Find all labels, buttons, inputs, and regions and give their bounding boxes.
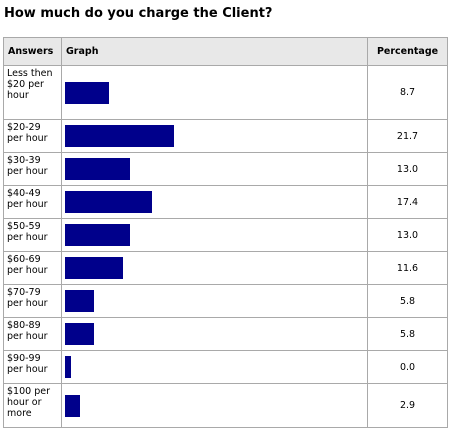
- table-row: $80-89 per hour 5.8: [3, 317, 448, 351]
- results-table: Answers Graph Percentage Less then $20 p…: [3, 37, 448, 428]
- table-row: $20-29 per hour 21.7: [3, 119, 448, 153]
- table-row: $40-49 per hour 17.4: [3, 185, 448, 219]
- bar: [65, 394, 80, 417]
- percentage-value: 11.6: [367, 251, 448, 285]
- graph-cell: [61, 152, 368, 186]
- graph-cell: [61, 119, 368, 153]
- graph-cell: [61, 350, 368, 384]
- bar: [65, 323, 94, 345]
- bar: [65, 125, 174, 147]
- answer-label: $70-79 per hour: [3, 284, 62, 318]
- graph-cell: [61, 185, 368, 219]
- graph-header: Graph: [61, 37, 368, 66]
- table-row: $30-39 per hour 13.0: [3, 152, 448, 186]
- bar: [65, 257, 123, 279]
- bar: [65, 290, 94, 312]
- table-row: $90-99 per hour 0.0: [3, 350, 448, 384]
- bar: [65, 158, 130, 180]
- answer-label: Less then $20 per hour: [3, 65, 62, 120]
- percentage-header: Percentage: [367, 37, 448, 66]
- bar: [65, 356, 71, 378]
- answer-label: $80-89 per hour: [3, 317, 62, 351]
- percentage-value: 5.8: [367, 284, 448, 318]
- table-row: $100 per hour or more 2.9: [3, 383, 448, 428]
- bar: [65, 224, 130, 246]
- answer-label: $90-99 per hour: [3, 350, 62, 384]
- percentage-value: 2.9: [367, 383, 448, 428]
- page-title: How much do you charge the Client?: [4, 6, 273, 21]
- graph-cell: [61, 284, 368, 318]
- graph-cell: [61, 317, 368, 351]
- answers-header: Answers: [3, 37, 62, 66]
- percentage-value: 13.0: [367, 152, 448, 186]
- graph-cell: [61, 251, 368, 285]
- table-row: $60-69 per hour 11.6: [3, 251, 448, 285]
- answer-label: $30-39 per hour: [3, 152, 62, 186]
- percentage-value: 17.4: [367, 185, 448, 219]
- percentage-value: 8.7: [367, 65, 448, 120]
- graph-cell: [61, 218, 368, 252]
- bar: [65, 191, 152, 213]
- answer-label: $50-59 per hour: [3, 218, 62, 252]
- answer-label: $60-69 per hour: [3, 251, 62, 285]
- percentage-value: 13.0: [367, 218, 448, 252]
- bar: [65, 81, 109, 104]
- percentage-value: 0.0: [367, 350, 448, 384]
- percentage-value: 21.7: [367, 119, 448, 153]
- answer-label: $100 per hour or more: [3, 383, 62, 428]
- graph-cell: [61, 65, 368, 120]
- table-row: $50-59 per hour 13.0: [3, 218, 448, 252]
- graph-cell: [61, 383, 368, 428]
- percentage-value: 5.8: [367, 317, 448, 351]
- answer-label: $40-49 per hour: [3, 185, 62, 219]
- table-row: $70-79 per hour 5.8: [3, 284, 448, 318]
- answer-label: $20-29 per hour: [3, 119, 62, 153]
- table-row: Less then $20 per hour 8.7: [3, 65, 448, 120]
